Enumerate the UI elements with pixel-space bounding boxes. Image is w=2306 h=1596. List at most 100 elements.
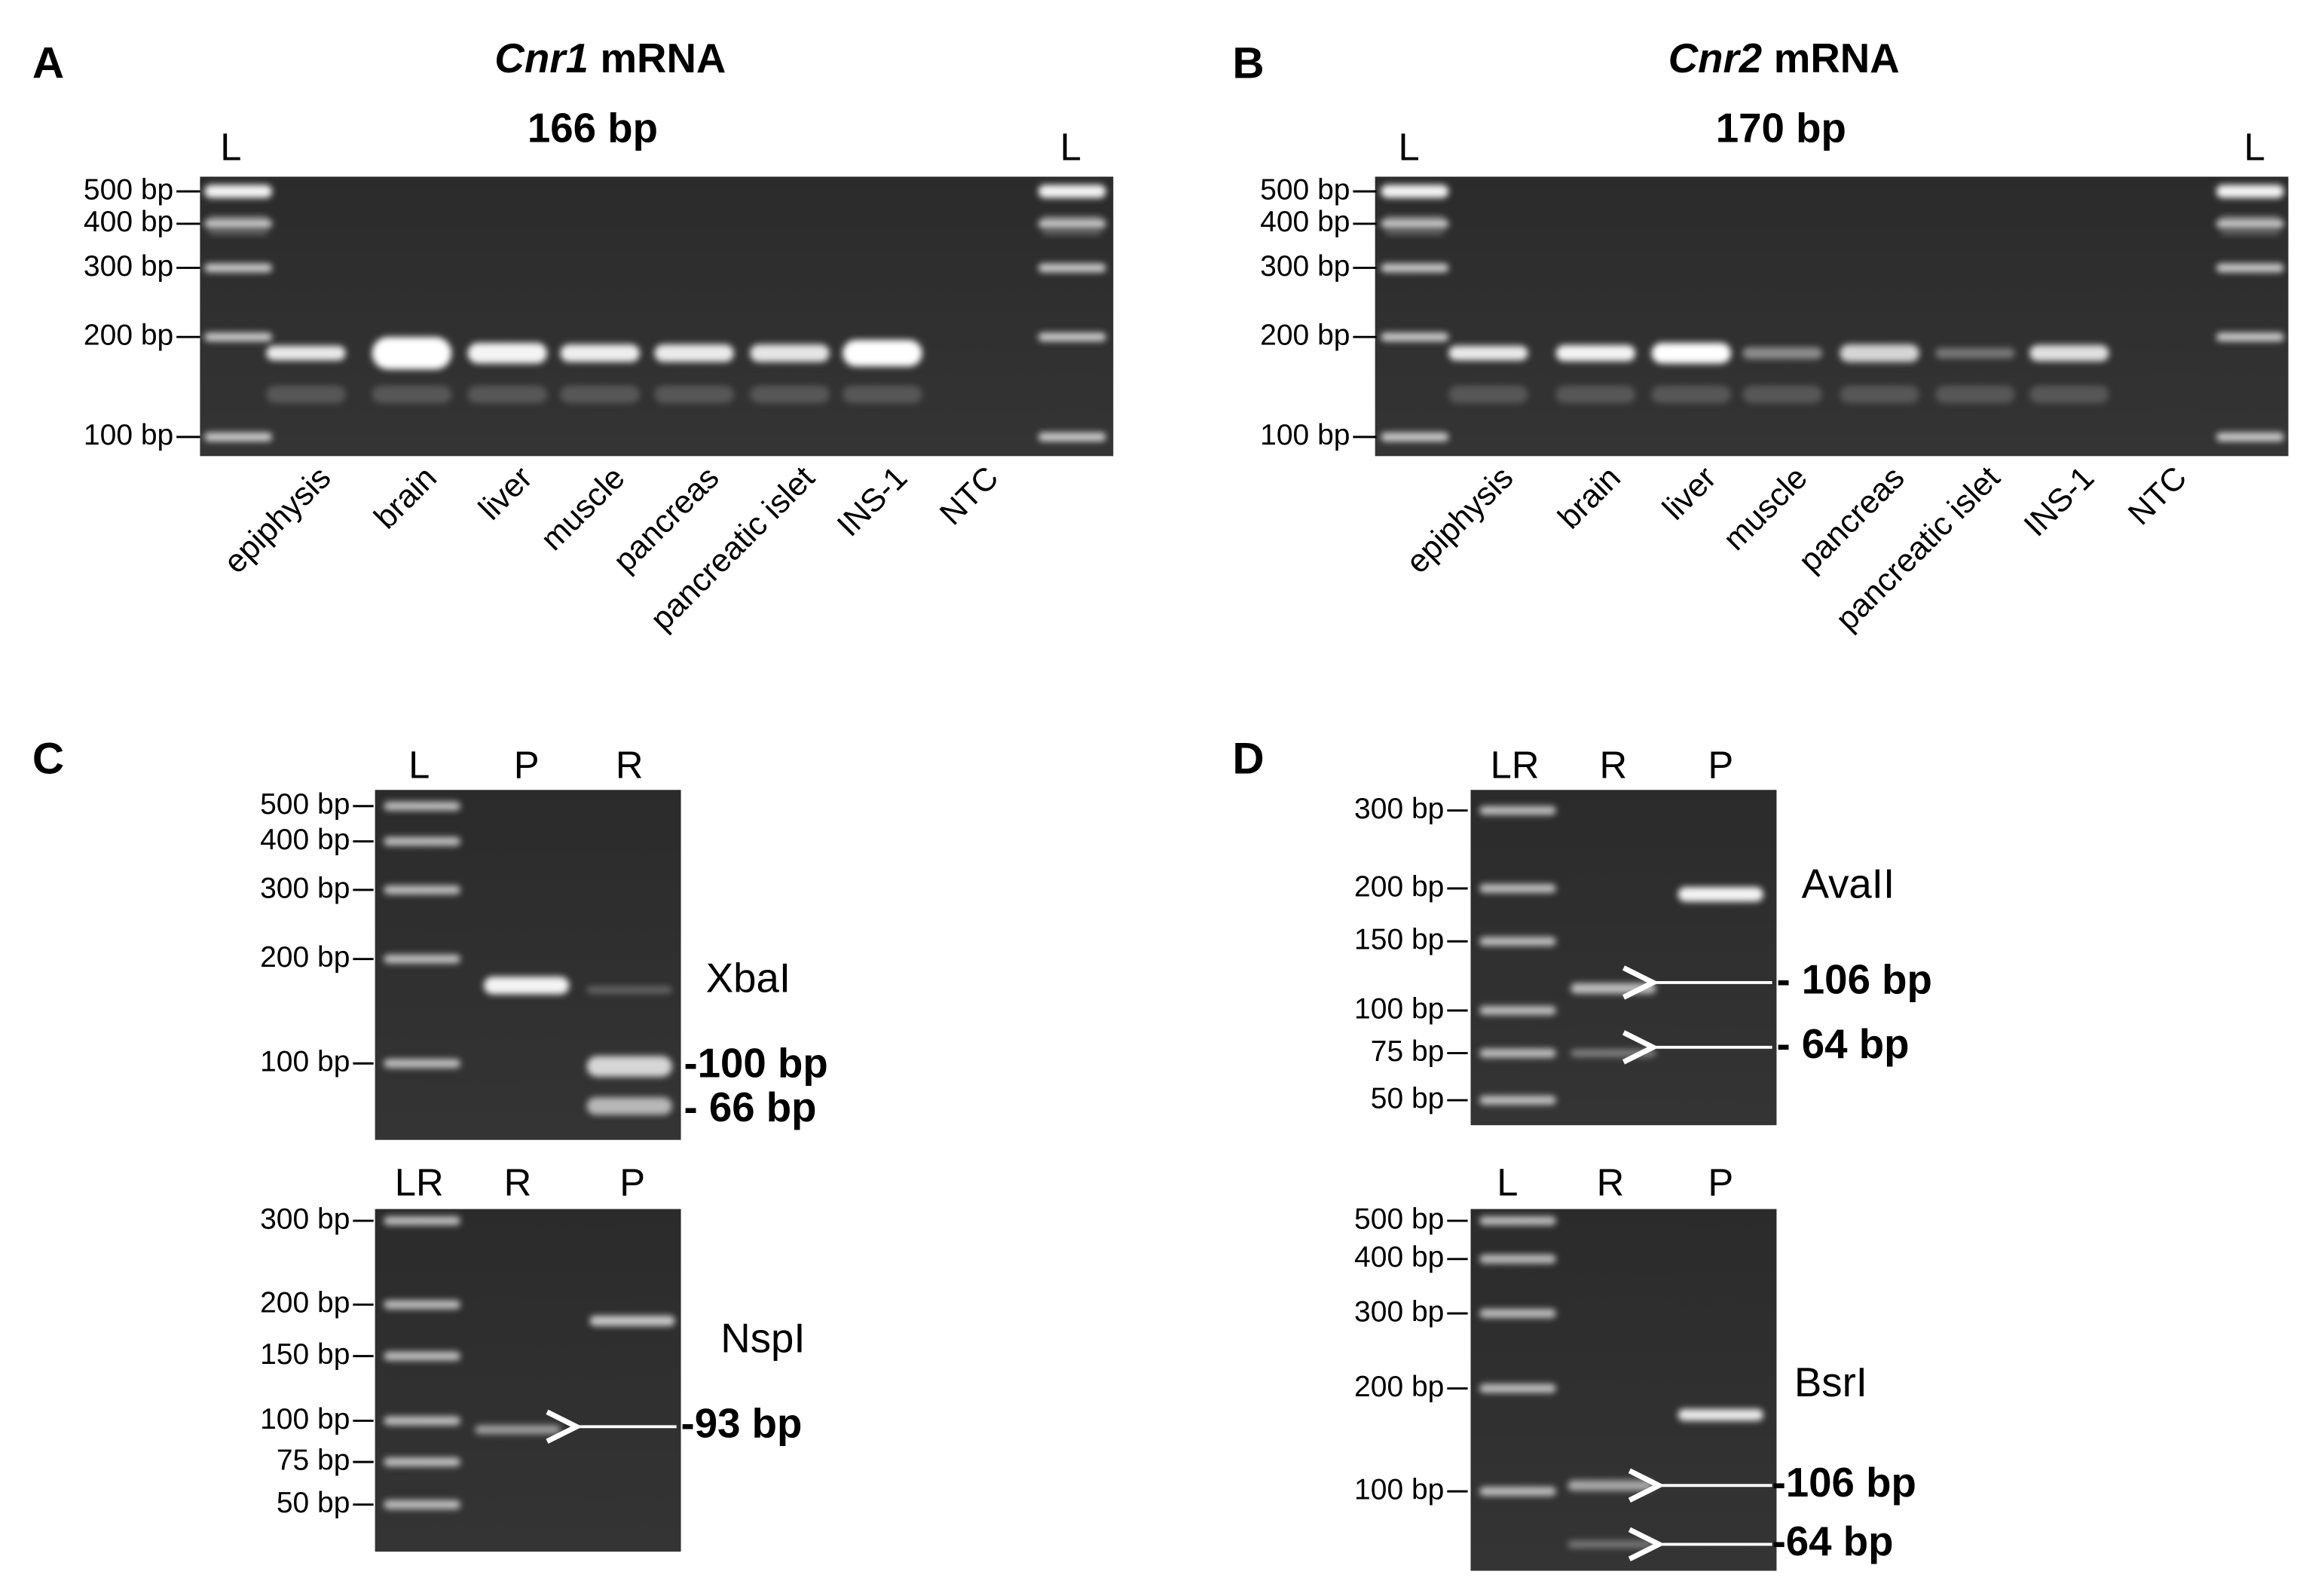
- gel-band: [1678, 1408, 1763, 1421]
- gel-band: [843, 340, 922, 367]
- sample-label: brain: [367, 460, 443, 536]
- ladder-label: 500 bp: [260, 788, 350, 821]
- gel-band: [209, 216, 268, 221]
- sample-label: muscle: [1717, 460, 1815, 558]
- ladder-label: 200 bp: [260, 1287, 350, 1319]
- gel-band: [1742, 347, 1822, 359]
- gel-band: [1651, 343, 1731, 364]
- gel-band: [750, 344, 830, 362]
- gel-band: [384, 1300, 460, 1310]
- lane-label: L: [1497, 1161, 1518, 1204]
- gel-band: [1935, 385, 2015, 404]
- sample-label: NTC: [2121, 460, 2194, 532]
- fragment-label: - 106 bp: [1776, 956, 1931, 1002]
- gel-band: [843, 385, 922, 404]
- gel-band: [654, 344, 734, 362]
- gel-band: [266, 385, 346, 404]
- gel-band: [1935, 347, 2015, 359]
- gel-band: [2216, 433, 2284, 442]
- gel-band: [384, 1216, 460, 1225]
- gel-band: [589, 1315, 675, 1326]
- gel-band: [1038, 185, 1106, 198]
- gel-band: [1038, 332, 1106, 342]
- gel-band: [2216, 263, 2284, 273]
- ladder-label: 500 bp: [1260, 173, 1350, 206]
- product-size: 170 bp: [1716, 105, 1846, 151]
- gel-band: [384, 1351, 460, 1361]
- ladder-label: 200 bp: [84, 320, 173, 352]
- gel-band: [1678, 887, 1763, 902]
- fragment-label: -100 bp: [684, 1041, 827, 1087]
- ladder-label: 100 bp: [260, 1403, 350, 1435]
- gel-band: [1381, 433, 1449, 442]
- gel-band: [1385, 216, 1445, 221]
- ladder-label: 500 bp: [1354, 1203, 1444, 1235]
- gel-band: [1448, 385, 1528, 404]
- gel-band: [750, 385, 830, 404]
- gel-band: [1042, 230, 1102, 235]
- gel-band: [384, 1059, 460, 1069]
- ladder-label: 200 bp: [1354, 870, 1444, 903]
- gel-band: [1448, 345, 1528, 361]
- ladder-label: 100 bp: [1260, 419, 1350, 451]
- gel-band: [2029, 344, 2109, 362]
- gel: [1470, 790, 1777, 1126]
- gel-band: [1038, 263, 1106, 273]
- ladder-label: 400 bp: [260, 824, 350, 856]
- panel-letter: C: [32, 735, 64, 784]
- lane-label: LR: [395, 1161, 444, 1204]
- lane-label: P: [1708, 743, 1733, 786]
- sample-label: NTC: [933, 460, 1005, 532]
- ladder-label: 400 bp: [84, 206, 173, 238]
- lane-label: P: [514, 743, 540, 786]
- gel-band: [1385, 230, 1445, 235]
- ladder-label: 100 bp: [260, 1046, 350, 1078]
- gel-band: [560, 344, 640, 362]
- gel-band: [204, 332, 273, 342]
- sample-label: epiphysis: [217, 460, 338, 580]
- fragment-label: - 66 bp: [684, 1084, 816, 1130]
- gel-band: [1479, 1216, 1556, 1225]
- gel-band: [1567, 1540, 1653, 1549]
- ladder-label: 100 bp: [1354, 1473, 1444, 1506]
- gel-band: [1479, 1384, 1556, 1393]
- gel: [375, 790, 681, 1140]
- gel-band: [204, 433, 273, 442]
- gel-band: [467, 343, 547, 364]
- gel-band: [1381, 263, 1449, 273]
- fragment-label: -106 bp: [1772, 1460, 1916, 1506]
- lane-label: P: [1708, 1161, 1733, 1204]
- ladder-label: 50 bp: [1371, 1082, 1445, 1114]
- gel-band: [1570, 983, 1656, 994]
- gel-band: [2220, 216, 2280, 221]
- fragment-label: -93 bp: [681, 1401, 803, 1447]
- ladder-label: 100 bp: [84, 419, 173, 451]
- gel-band: [204, 263, 273, 273]
- gel: [200, 176, 1114, 457]
- gel-band: [204, 185, 273, 198]
- ladder-label: 75 bp: [277, 1444, 350, 1476]
- gel-band: [372, 385, 452, 404]
- lane-label: P: [619, 1161, 645, 1204]
- lane-label: R: [1597, 1161, 1625, 1204]
- gel-band: [1479, 1487, 1556, 1497]
- sample-label: pancreatic islet: [1829, 460, 2007, 637]
- ladder-label: 300 bp: [260, 872, 350, 904]
- sample-label: epiphysis: [1399, 460, 1520, 580]
- enzyme-label: XbaI: [706, 955, 791, 1001]
- gel-band: [1479, 1048, 1556, 1058]
- gel-band: [1479, 1309, 1556, 1318]
- gel-band: [586, 1097, 672, 1115]
- sample-label: brain: [1551, 460, 1627, 536]
- ladder-label: 500 bp: [84, 173, 173, 206]
- gel-band: [475, 1425, 561, 1435]
- gel-band: [1038, 433, 1106, 442]
- lane-label: L: [408, 743, 430, 786]
- gel-band: [1381, 185, 1449, 198]
- panel-title: Cnr2 mRNA: [1668, 36, 1900, 82]
- gel-band: [1381, 332, 1449, 342]
- lane-label: L: [1060, 126, 1081, 169]
- gel-band: [372, 337, 452, 370]
- gel-band: [1479, 1254, 1556, 1264]
